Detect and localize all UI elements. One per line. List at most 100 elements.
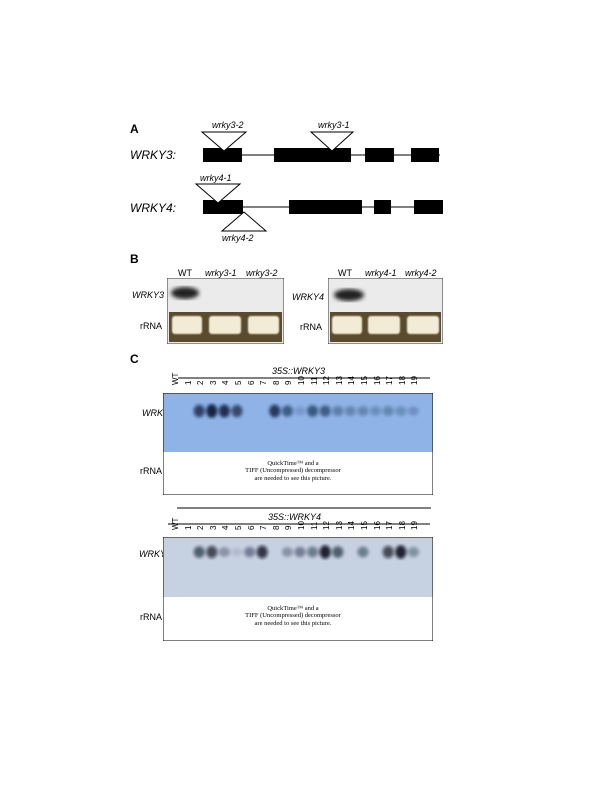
wrky4-exon-4: [414, 200, 443, 214]
blot-band: [332, 546, 344, 558]
blot-c-top-lane-12: 12: [322, 376, 332, 385]
blot-c-bottom-lane-19: 19: [410, 521, 420, 530]
blot-band: [281, 405, 293, 417]
wrky4-exon-2: [289, 200, 362, 214]
blot-c-bottom-lane-10: 10: [297, 521, 306, 530]
blot-band: [319, 405, 331, 417]
wrky3-exon-2: [274, 148, 351, 162]
blot-band: [206, 404, 218, 418]
placeholder-line-3: are needed to see this picture.: [254, 619, 332, 627]
blot-c-bottom-probe-label: WRKY4: [139, 549, 172, 559]
blot-c-bottom-lane-18: 18: [397, 521, 407, 530]
blot-band: [294, 546, 306, 558]
panel-b-letter: B: [130, 252, 139, 266]
allele-wrky3-2: wrky3-2: [212, 120, 244, 130]
blot-c-bottom-rrna-label: rRNA: [140, 612, 162, 622]
blot-c-top-probe-label: WRKY3: [142, 408, 175, 418]
blot-b-left-lane-wt: WT: [178, 268, 192, 278]
blot-c-bottom-lane-6: 6: [246, 525, 256, 530]
blot-c-bottom-lane-7: 7: [259, 525, 269, 530]
panel-a-letter: A: [130, 122, 139, 136]
insertion-wrky4-1-triangle: [194, 183, 242, 204]
blot-band: [344, 406, 356, 416]
blot-band: [307, 546, 319, 558]
allele-wrky4-1: wrky4-1: [200, 173, 232, 183]
blot-b-left-lane-wrky3-2: wrky3-2: [246, 268, 278, 278]
blot-c-top-lane-5: 5: [234, 380, 243, 385]
blot-band: [407, 546, 419, 558]
blot-c-bottom-lane-11: 11: [309, 521, 319, 530]
blot-c-top-lane-2: 2: [196, 380, 206, 385]
blot-c-bottom-lane-13: 13: [334, 521, 344, 530]
blot-band: [332, 405, 344, 417]
insertion-wrky3-1-triangle: [309, 131, 355, 152]
blot-c-top-lane-17: 17: [385, 376, 395, 385]
blot-c-bottom-lane-8: 8: [271, 525, 281, 530]
blot-c-top-lane-10: 10: [297, 376, 306, 385]
blot-b-right-lane-wrky4-2: wrky4-2: [405, 268, 437, 278]
blot-c-bottom-title: 35S::WRKY4: [268, 512, 322, 522]
blot-c-bottom-lane-5: 5: [234, 525, 243, 530]
wrky3-exon-1: [203, 148, 242, 162]
blot-c-top-rrna-label: rRNA: [140, 466, 162, 476]
wrky4-exon-1: [203, 200, 243, 214]
blot-b-right-rrna-label: rRNA: [300, 322, 322, 332]
blot-c-top-lane-15: 15: [360, 376, 369, 385]
blot-c-top-lane-4: 4: [221, 380, 231, 385]
blot-band: [193, 546, 205, 558]
wt-wrky4-band: [334, 289, 364, 301]
placeholder-line-3: are needed to see this picture.: [254, 474, 332, 482]
blot-c-top-lane-8: 8: [271, 380, 281, 385]
blot-band: [307, 405, 319, 417]
wrky3-exon-3: [365, 148, 394, 162]
blot-c-top-lane-11: 11: [309, 376, 319, 385]
wrky3-gene-label: WRKY3:: [130, 148, 177, 162]
blot-b-right-lane-wt: WT: [338, 268, 352, 278]
blot-band: [218, 547, 230, 557]
allele-wrky3-1: wrky3-1: [318, 120, 350, 130]
placeholder-line-1: QuickTime™ and a: [267, 460, 319, 467]
blot-band: [395, 545, 407, 559]
blot-c-top-lane-19: 19: [410, 376, 420, 385]
blot-c-bottom-lane-16: 16: [372, 521, 382, 530]
placeholder-line-2: TIFF (Uncompressed) decompressor: [245, 612, 341, 620]
blot-band: [395, 406, 407, 416]
blot-c-top-lane-13: 13: [334, 376, 344, 385]
blot-band: [218, 404, 230, 418]
blot-band: [382, 406, 394, 416]
blot-b-left-probe-label: WRKY3: [132, 290, 165, 300]
blot-b-right-lane-wrky4-1: wrky4-1: [365, 268, 397, 278]
panel-c-letter: C: [130, 352, 139, 366]
blot-c-bottom-lane-2: 2: [196, 525, 206, 530]
blot-b-left-rrna-label: rRNA: [140, 321, 162, 331]
blot-c-top-lane-1: 1: [183, 380, 193, 385]
blot-band: [357, 546, 369, 558]
blot-c-top-title: 35S::WRKY3: [272, 366, 326, 376]
blot-c-top-lane-16: 16: [372, 376, 382, 385]
allele-wrky4-2: wrky4-2: [222, 233, 254, 243]
blot-c-bottom-lane-wt: WT: [171, 517, 180, 530]
blot-band: [193, 404, 205, 418]
wrky4-gene-label: WRKY4:: [130, 201, 177, 215]
blot-band: [294, 406, 306, 416]
blot-c-bottom-lane-1: 1: [183, 525, 193, 530]
blot-band: [407, 406, 419, 416]
blot-band: [319, 545, 331, 559]
wt-wrky3-band: [171, 287, 199, 299]
insertion-wrky4-2-triangle: [220, 211, 268, 232]
blot-c-bottom-lane-15: 15: [360, 521, 369, 530]
insertion-wrky3-2-triangle: [200, 131, 248, 152]
placeholder-line-1: QuickTime™ and a: [267, 605, 319, 612]
blot-c-top-lane-wt: WT: [171, 372, 180, 385]
blot-c-top-lane-3: 3: [208, 380, 218, 385]
blot-band: [206, 545, 218, 559]
blot-c-top-placeholder: QuickTime™ and a TIFF (Uncompressed) dec…: [213, 460, 373, 482]
blot-band: [256, 545, 268, 559]
wrky4-exon-3: [374, 200, 391, 214]
placeholder-line-2: TIFF (Uncompressed) decompressor: [245, 467, 341, 475]
blot-b-left-lane-wrky3-1: wrky3-1: [205, 268, 237, 278]
blot-band: [231, 547, 243, 557]
blot-c-bottom-lane-3: 3: [208, 525, 218, 530]
wrky3-gene-model: [200, 131, 440, 162]
northern-blot-35s-wrky3: [163, 393, 433, 495]
